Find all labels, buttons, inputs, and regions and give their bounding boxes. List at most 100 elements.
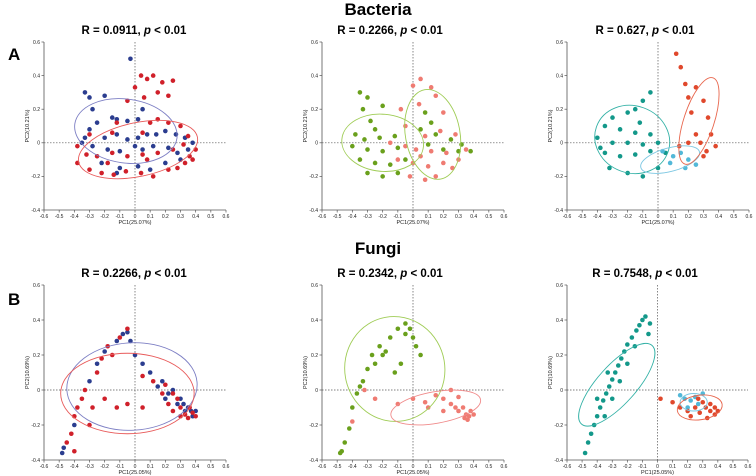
data-point-salmon xyxy=(416,101,422,107)
y-tick-label: -0.4 xyxy=(309,458,318,464)
data-point-blue xyxy=(185,147,191,152)
data-point-blue xyxy=(125,137,130,142)
plot-6-p-label: p xyxy=(655,268,663,280)
x-tick-label: 0.4 xyxy=(470,214,477,220)
data-point-red xyxy=(117,335,123,340)
data-point-red xyxy=(170,147,176,152)
plot-5-title: R = 0.2342, p < 0.01 xyxy=(300,268,480,280)
data-point-salmon xyxy=(465,417,470,423)
data-point-lightblue xyxy=(685,405,690,410)
x-tick-label: 0 xyxy=(134,214,137,220)
data-point-green xyxy=(395,145,401,151)
data-point-salmon xyxy=(395,157,401,162)
data-point-green xyxy=(459,142,464,147)
x-tick-label: -0.1 xyxy=(116,214,125,220)
data-point-teal xyxy=(602,413,608,419)
pcoa-plot-fungi-2: -0.6 -0.5 -0.4 -0.3 -0.2 -0.1 0 0.1 0.2 0.3 0.4 0.5… xyxy=(303,283,508,476)
data-point-salmon xyxy=(410,83,416,88)
data-point-salmon xyxy=(433,93,439,99)
data-point-red xyxy=(175,396,180,402)
data-point-salmon xyxy=(425,164,431,169)
y-tick-label: -0.4 xyxy=(554,208,563,214)
data-point-salmon xyxy=(418,76,423,82)
data-point-red xyxy=(123,169,129,174)
x-tick-label: -0.5 xyxy=(333,464,342,470)
data-point-blue xyxy=(190,140,195,146)
pcoa-plot-bacteria-3: -0.6 -0.5 -0.4 -0.3 -0.2 -0.1 0 0.1 0.2 0.3 0.4 0.5… xyxy=(548,40,753,226)
data-point-blue xyxy=(135,135,141,141)
data-point-red xyxy=(109,130,115,136)
data-point-green xyxy=(418,352,423,358)
data-point-teal xyxy=(605,370,611,375)
data-point-blue xyxy=(90,106,95,112)
plot-5-p-label: p xyxy=(400,268,408,280)
x-tick-label: -0.2 xyxy=(100,214,109,220)
data-point-red xyxy=(99,170,104,176)
data-point-teal xyxy=(625,110,630,115)
plot-5-stat: R = 0.2342, xyxy=(337,268,398,280)
data-point-blue xyxy=(79,140,85,146)
data-point-red xyxy=(150,174,156,179)
data-point-red xyxy=(64,440,70,445)
x-tick-label: -0.5 xyxy=(578,464,587,470)
data-point-blue xyxy=(163,128,168,134)
data-point-green xyxy=(357,90,363,95)
data-point-blue xyxy=(166,145,171,151)
data-point-green xyxy=(441,147,446,152)
data-point-blue xyxy=(99,160,104,166)
x-tick-label: -0.6 xyxy=(563,214,572,220)
data-point-salmon xyxy=(471,412,476,417)
data-point-blue xyxy=(128,56,133,62)
plot-1-stat: R = 0.0911, xyxy=(81,25,141,37)
data-point-green xyxy=(380,148,385,154)
data-point-orange_red xyxy=(701,153,706,159)
data-point-teal xyxy=(609,377,615,382)
x-tick-label: 0.3 xyxy=(177,464,184,470)
data-point-salmon xyxy=(453,132,458,137)
data-point-blue xyxy=(87,378,92,384)
data-point-green xyxy=(433,132,439,137)
x-tick-label: 0.5 xyxy=(729,464,736,470)
plot-4-title: R = 0.2266, p < 0.01 xyxy=(44,268,224,280)
data-point-salmon xyxy=(441,408,446,414)
y-tick-label: 0.2 xyxy=(556,353,563,359)
data-point-red xyxy=(125,326,130,332)
x-tick-label: -0.2 xyxy=(623,214,632,220)
data-point-blue xyxy=(82,135,88,141)
data-point-green xyxy=(365,147,370,152)
plot-3-p-rest: < 0.01 xyxy=(659,25,695,37)
data-point-green xyxy=(380,174,385,179)
x-tick-label: 0.1 xyxy=(425,464,432,470)
data-point-teal xyxy=(595,135,600,141)
data-point-red xyxy=(69,431,74,437)
y-tick-label: -0.2 xyxy=(554,423,563,429)
x-tick-label: 0.2 xyxy=(440,464,447,470)
data-point-green xyxy=(448,137,454,142)
x-tick-label: -0.2 xyxy=(378,214,387,220)
data-point-blue xyxy=(114,116,120,122)
data-point-teal xyxy=(643,314,648,319)
x-tick-label: 0.4 xyxy=(715,214,722,220)
data-point-green xyxy=(372,127,378,132)
data-point-blue xyxy=(135,116,141,122)
data-point-blue xyxy=(147,370,153,375)
y-tick-label: -0.2 xyxy=(309,423,318,429)
data-point-red xyxy=(114,120,120,125)
x-tick-label: -0.1 xyxy=(394,464,403,470)
x-tick-label: 0.1 xyxy=(147,464,154,470)
data-point-salmon xyxy=(433,174,439,179)
data-point-teal xyxy=(648,90,653,95)
x-tick-label: -0.4 xyxy=(70,214,79,220)
data-point-blue xyxy=(163,160,168,166)
x-tick-label: 0.4 xyxy=(192,464,199,470)
y-tick-label: 0.2 xyxy=(33,107,40,113)
data-point-blue xyxy=(135,164,141,169)
data-point-red xyxy=(94,370,100,375)
data-point-blue xyxy=(117,148,123,154)
data-point-blue xyxy=(109,115,115,120)
data-point-green xyxy=(369,352,375,358)
data-point-orange_red xyxy=(693,85,699,90)
data-point-red xyxy=(170,78,176,83)
data-point-teal xyxy=(648,148,653,154)
x-tick-label: -0.3 xyxy=(608,214,617,220)
